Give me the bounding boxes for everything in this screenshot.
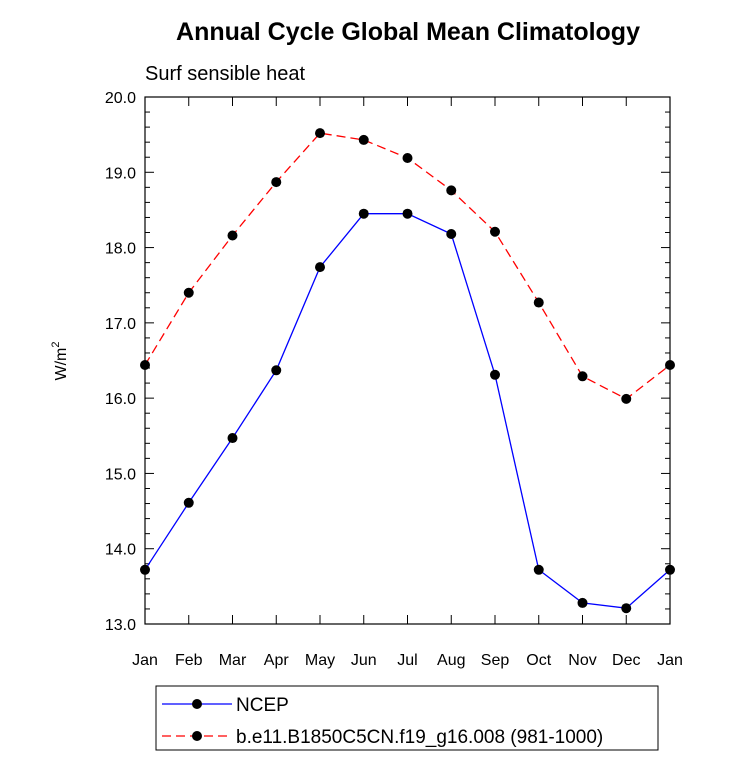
legend-marker (192, 699, 202, 709)
data-point (621, 603, 632, 614)
axis-ticks (144, 96, 671, 625)
data-point (446, 185, 457, 196)
data-point (490, 226, 500, 237)
x-tick-label: Jan (132, 652, 158, 669)
legend-entry-0: NCEP (162, 695, 289, 716)
x-tick-label: Apr (264, 652, 290, 669)
data-point (227, 230, 238, 241)
data-point (621, 393, 632, 404)
y-tick-label: 19.0 (105, 165, 136, 182)
data-point (533, 297, 544, 308)
legend-box (155, 685, 659, 751)
series-1 (140, 128, 675, 404)
chart-title: Annual Cycle Global Mean Climatology (176, 18, 640, 46)
tick-labels: 13.0 14.0 15.0 16.0 17.0 18.0 19.0 20.0 Jan Feb Ma… (105, 90, 683, 669)
y-tick-label: 15.0 (105, 466, 136, 483)
data-point (358, 208, 369, 219)
data-point (315, 262, 325, 273)
y-axis-label: W/m2 (50, 342, 70, 381)
data-point (490, 369, 500, 380)
legend-label: NCEP (236, 695, 289, 716)
chart-subtitle: Surf sensible heat (145, 63, 306, 85)
data-point (271, 365, 282, 376)
legend-label: b.e11.B1850C5CN.f19_g16.008 (981-1000) (236, 727, 603, 748)
data-point (402, 208, 413, 219)
y-tick-label: 14.0 (105, 542, 136, 559)
x-tick-label: May (305, 652, 335, 669)
x-tick-label: Aug (437, 652, 465, 669)
data-point (577, 371, 588, 382)
plot-frame (144, 96, 671, 625)
data-point (533, 564, 544, 575)
data-point (183, 497, 194, 508)
series-line (144, 132, 671, 400)
data-point (271, 177, 282, 188)
y-tick-label: 20.0 (105, 90, 136, 107)
x-tick-label: Mar (219, 652, 247, 669)
x-tick-label: Dec (612, 652, 640, 669)
series-line (144, 213, 671, 609)
data-point (315, 128, 325, 139)
x-tick-label: Jun (351, 652, 377, 669)
data-point (227, 433, 238, 444)
data-point (358, 134, 369, 145)
data-point (402, 152, 413, 163)
series-0 (140, 208, 675, 614)
data-point (577, 597, 588, 608)
legend-entry-1: b.e11.B1850C5CN.f19_g16.008 (981-1000) (162, 727, 603, 748)
x-tick-label: Feb (175, 652, 203, 669)
y-tick-label: 16.0 (105, 391, 136, 408)
series-layer (140, 128, 675, 614)
legend-marker (192, 731, 202, 741)
legend: NCEP b.e11.B1850C5CN.f19_g16.008 (981-100… (155, 685, 659, 751)
data-point (446, 229, 457, 240)
data-point (183, 287, 194, 298)
y-tick-label: 17.0 (105, 316, 136, 333)
x-tick-label: Sep (481, 652, 510, 669)
x-tick-label: Jan (657, 652, 683, 669)
y-tick-label: 13.0 (105, 617, 136, 634)
x-tick-label: Nov (568, 652, 596, 669)
x-tick-label: Jul (397, 652, 417, 669)
x-tick-label: Oct (526, 652, 551, 669)
y-tick-label: 18.0 (105, 241, 136, 258)
